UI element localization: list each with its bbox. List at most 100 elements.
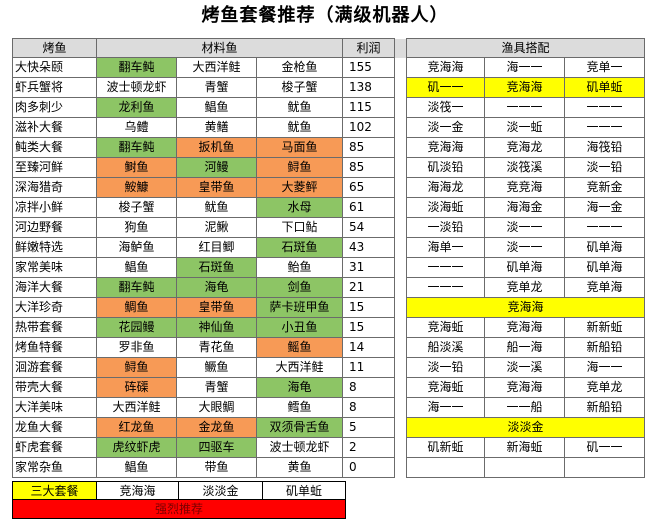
ingredient-fish: 罗非鱼 [96,337,177,358]
dish-name: 大洋美味 [12,397,97,418]
table-row: 深海猎奇 鮟鱇 皇带鱼 大菱鲆 65 海海龙 竞竞海 竞新金 [12,177,645,198]
gear-slot: 矶单蚯 [564,77,645,98]
gear-slot: 竞单龙 [564,377,645,398]
ingredient-fish: 鲟鱼 [256,157,343,178]
dish-name: 龙鱼大餐 [12,417,97,438]
table-row: 河边野餐 狗鱼 泥鳅 下口鲇 54 一淡铅 淡一一 一一一 [12,217,645,238]
ingredient-fish: 青蟹 [176,77,257,98]
ingredient-fish: 鲐鱼 [256,257,343,278]
ingredient-fish: 红目鲫 [176,237,257,258]
ingredient-fish: 小丑鱼 [256,317,343,338]
ingredient-fish: 红龙鱼 [96,417,177,438]
ingredient-fish: 海鲈鱼 [96,237,177,258]
ingredient-fish: 鲳鱼 [96,457,177,478]
column-gap [394,397,407,418]
ingredient-fish: 泥鳅 [176,217,257,238]
summary-label: 三大套餐 [12,481,96,500]
column-gap [394,357,407,378]
ingredient-fish: 波士顿龙虾 [256,437,343,458]
dish-name: 海洋大餐 [12,277,97,298]
gear-slot: 竞海海 [484,77,565,98]
profit-value: 11 [342,357,395,378]
dish-name: 肉多刺少 [12,97,97,118]
gear-slot: 竞单一 [564,57,645,78]
gear-slot: 竞单龙 [484,277,565,298]
ingredient-fish: 黄鱼 [256,457,343,478]
table-row: 洄游套餐 鲟鱼 鳜鱼 大西洋鲑 11 淡一铅 淡一溪 海一一 [12,357,645,378]
dish-name: 虾兵蟹将 [12,77,97,98]
column-gap [394,77,407,98]
ingredient-fish: 鳐鱼 [256,337,343,358]
column-gap [394,417,407,438]
ingredient-fish: 翻车鲀 [96,57,177,78]
gear-slot: 竞单海 [564,277,645,298]
ingredient-fish: 皇带鱼 [176,177,257,198]
ingredient-fish: 龙利鱼 [96,97,177,118]
ingredient-fish: 金枪鱼 [256,57,343,78]
ingredient-fish: 虎纹虾虎 [96,437,177,458]
profit-value: 5 [342,417,395,438]
gear-slot: 淡海蚯 [406,197,485,218]
table-row: 至臻河鲜 鲥鱼 河鳗 鲟鱼 85 矶淡铅 淡筏溪 淡一铅 [12,157,645,178]
ingredient-fish: 梭子蟹 [256,77,343,98]
table-row: 家常美味 鲳鱼 石斑鱼 鲐鱼 31 一一一 矶单海 矶单海 [12,257,645,278]
ingredient-fish: 乌鳢 [96,117,177,138]
dish-name: 洄游套餐 [12,357,97,378]
gear-slot: 一淡铅 [406,217,485,238]
gear-empty [564,457,645,478]
header-profit: 利润 [342,38,395,58]
ingredient-fish: 双须骨舌鱼 [256,417,343,438]
gear-slot: 竞新金 [564,177,645,198]
table-header-row: 烤鱼 材料鱼 利润 渔具搭配 [12,38,645,58]
ingredient-fish: 河鳗 [176,157,257,178]
ingredient-fish: 鲷鱼 [96,297,177,318]
profit-value: 85 [342,137,395,158]
column-gap [394,97,407,118]
gear-slot: 矶淡铅 [406,157,485,178]
gear-slot: 竞海海 [406,137,485,158]
column-gap [394,437,407,458]
gear-slot: 竞海海 [484,377,565,398]
gear-slot: 海一一 [406,397,485,418]
ingredient-fish: 水母 [256,197,343,218]
table-row: 海洋大餐 翻车鲀 海龟 剑鱼 21 一一一 竞单龙 竞单海 [12,277,645,298]
gear-slot: 矶单海 [564,237,645,258]
recipe-table: 烤鱼 材料鱼 利润 渔具搭配 大快朵颐 翻车鲀 大西洋鲑 金枪鱼 155 竞海海 海一一 竞单… [12,38,645,478]
gear-slot: 一一一 [406,257,485,278]
gear-slot: 海一一 [564,357,645,378]
gear-slot: 海海金 [484,197,565,218]
column-gap [394,457,407,478]
gear-slot: 竞竞海 [484,177,565,198]
gear-slot: 淡一金 [406,117,485,138]
table-row: 虾兵蟹将 波士顿龙虾 青蟹 梭子蟹 138 矶一一 竞海海 矶单蚯 [12,77,645,98]
ingredient-fish: 砗磲 [96,377,177,398]
ingredient-fish: 萨卡班甲鱼 [256,297,343,318]
gear-combo: 竞海海 [406,297,645,318]
column-gap [394,337,407,358]
gear-slot: 淡一蚯 [484,117,565,138]
dish-name: 虾虎套餐 [12,437,97,458]
ingredient-fish: 大菱鲆 [256,177,343,198]
recommend-banner: 强烈推荐 [12,500,346,519]
gear-slot: 矶一一 [406,77,485,98]
profit-value: 21 [342,277,395,298]
table-row: 烤鱼特餐 罗非鱼 青花鱼 鳐鱼 14 船淡溪 船一海 新船铅 [12,337,645,358]
ingredient-fish: 石斑鱼 [176,257,257,278]
header-dish: 烤鱼 [12,38,97,58]
dish-name: 凉拌小鲜 [12,197,97,218]
table-row: 凉拌小鲜 梭子蟹 鱿鱼 水母 61 淡海蚯 海海金 海一金 [12,197,645,218]
summary-item: 竞海海 [96,481,178,500]
gear-slot: 新海蚯 [484,437,565,458]
ingredient-fish: 鲳鱼 [176,97,257,118]
table-row: 大洋珍奇 鲷鱼 皇带鱼 萨卡班甲鱼 15 竞海海 [12,297,645,318]
gear-slot: 淡筏一 [406,97,485,118]
summary-item: 矶单蚯 [262,481,346,500]
gear-slot: 淡一一 [484,237,565,258]
table-row: 家常杂鱼 鲳鱼 带鱼 黄鱼 0 [12,457,645,478]
profit-value: 155 [342,57,395,78]
ingredient-fish: 鳜鱼 [176,357,257,378]
table-row: 鲜嫩特选 海鲈鱼 红目鲫 石斑鱼 43 海单一 淡一一 矶单海 [12,237,645,258]
ingredient-fish: 剑鱼 [256,277,343,298]
gear-slot: 海一一 [484,57,565,78]
gear-slot: 一一一 [564,217,645,238]
